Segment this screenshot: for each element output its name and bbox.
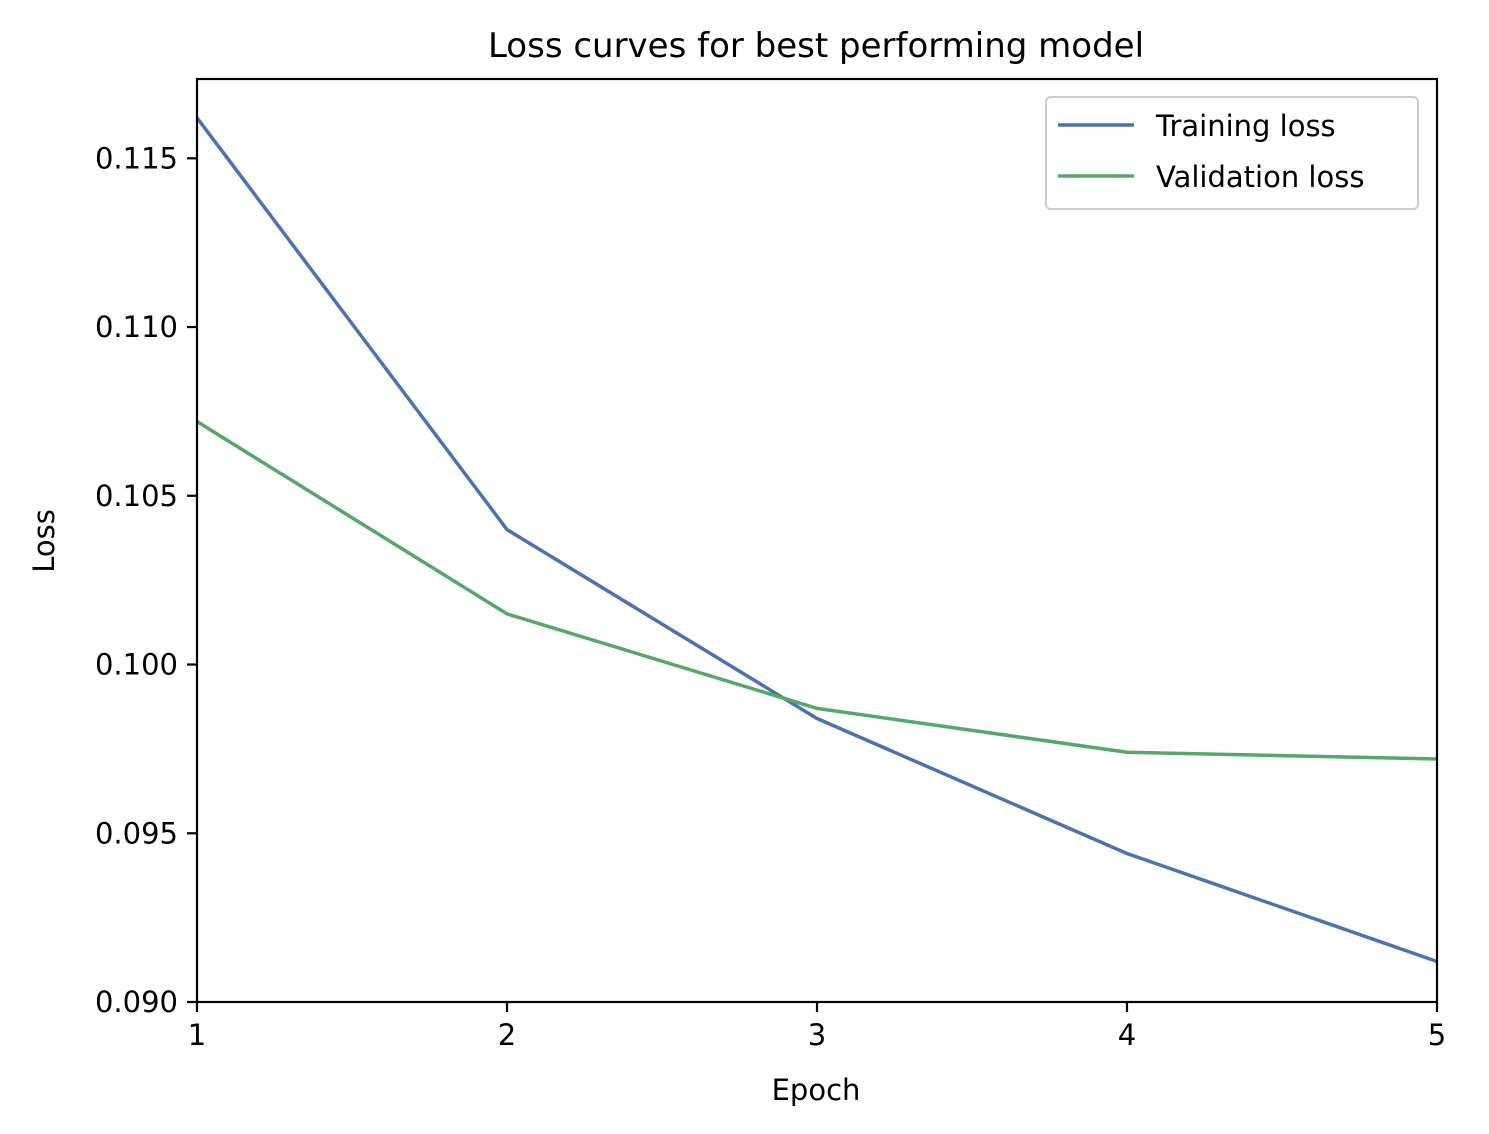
chart-legend: Training loss Validation loss bbox=[1045, 96, 1419, 210]
y-tick-label: 0.110 bbox=[95, 310, 178, 344]
series-line-training-loss bbox=[195, 116, 1438, 964]
legend-box bbox=[1045, 96, 1419, 210]
legend-label-training-loss: Training loss bbox=[1155, 109, 1336, 143]
y-tick-label: 0.095 bbox=[95, 816, 178, 850]
series-line-validation-loss bbox=[196, 420, 1438, 761]
x-tick-label: 5 bbox=[1428, 1018, 1446, 1052]
x-axis-label: Epoch bbox=[772, 1073, 861, 1107]
x-axis: 1 2 3 4 5 bbox=[188, 1002, 1446, 1052]
plot-frame bbox=[195, 77, 1439, 1004]
plot-series bbox=[195, 116, 1438, 964]
y-tick-label: 0.105 bbox=[95, 479, 178, 513]
chart-title: Loss curves for best performing model bbox=[488, 26, 1144, 66]
x-tick-label: 1 bbox=[188, 1018, 206, 1052]
x-tick-label: 3 bbox=[808, 1018, 826, 1052]
y-axis: 0.090 0.095 0.100 0.105 0.110 0.115 bbox=[95, 141, 197, 1019]
x-tick-label: 2 bbox=[498, 1018, 516, 1052]
legend-label-validation-loss: Validation loss bbox=[1156, 160, 1364, 194]
y-tick-label: 0.100 bbox=[95, 648, 178, 682]
y-axis-label: Loss bbox=[27, 509, 61, 573]
x-tick-label: 4 bbox=[1118, 1018, 1136, 1052]
y-tick-label: 0.090 bbox=[95, 985, 178, 1019]
y-tick-label: 0.115 bbox=[95, 141, 178, 175]
